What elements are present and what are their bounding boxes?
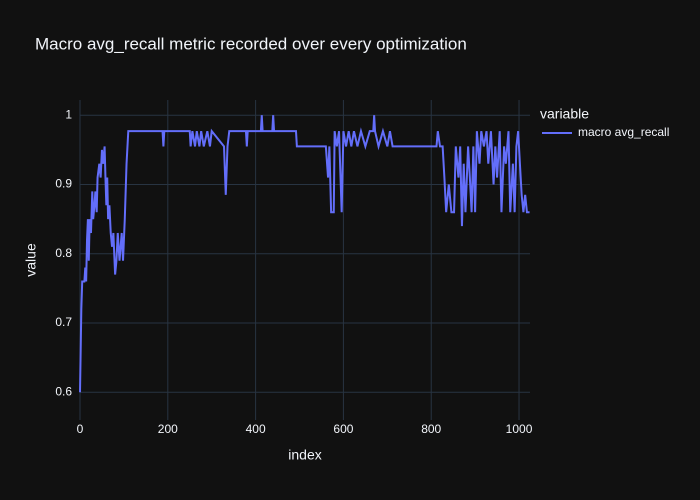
- x-tick-label: 400: [246, 422, 266, 436]
- y-tick-label: 0.7: [55, 315, 72, 329]
- x-axis-title: index: [288, 447, 321, 463]
- x-tick-label: 200: [158, 422, 178, 436]
- x-tick-label: 600: [333, 422, 353, 436]
- legend-title: variable: [540, 106, 589, 122]
- x-tick-label: 800: [421, 422, 441, 436]
- y-tick-label: 0.6: [55, 384, 72, 398]
- y-tick-label: 1: [65, 107, 72, 121]
- line: [79, 115, 530, 393]
- chart-title: Macro avg_recall metric recorded over ev…: [35, 34, 467, 53]
- y-axis-title: value: [23, 243, 39, 277]
- y-tick-label: 0.8: [55, 246, 72, 260]
- y-tick-label: 0.9: [55, 177, 72, 191]
- x-tick-label: 0: [77, 422, 84, 436]
- legend-label: macro avg_recall: [578, 125, 669, 139]
- x-tick-label: 1000: [506, 422, 533, 436]
